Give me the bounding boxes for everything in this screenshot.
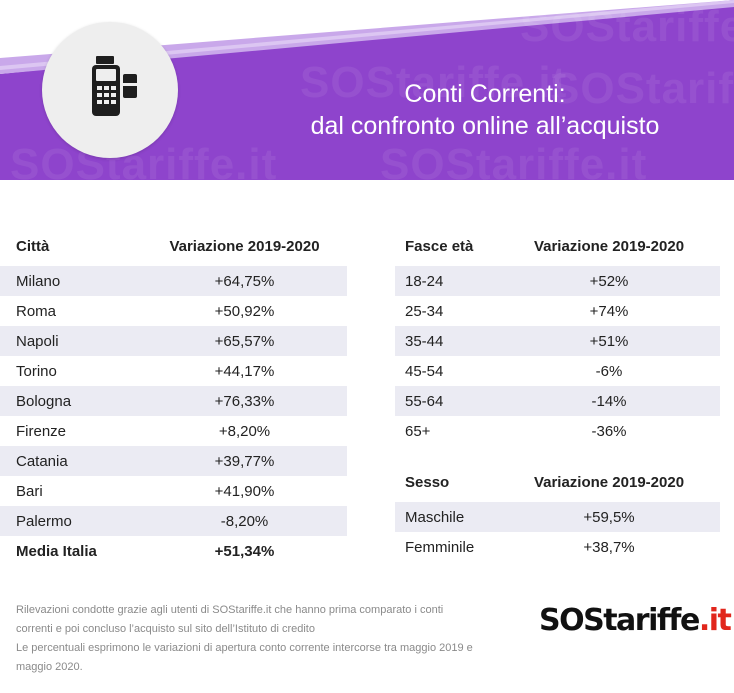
- row-label: Maschile: [405, 508, 465, 526]
- pos-terminal-icon: [92, 56, 137, 116]
- footnote-line: maggio 2020.: [16, 661, 83, 673]
- page-title: Conti Correnti: dal confronto online all…: [250, 78, 720, 142]
- table-header-sex: Sesso Variazione 2019-2020: [395, 462, 720, 502]
- column-header-variation: Variazione 2019-2020: [533, 473, 685, 491]
- row-value: -6%: [595, 362, 623, 380]
- row-value: +38,7%: [583, 538, 635, 556]
- row-label: Firenze: [16, 422, 67, 440]
- table-row: 45-54 -6%: [395, 356, 720, 386]
- watermark-text: SOStariffe.it: [550, 64, 734, 113]
- row-label: 35-44: [405, 332, 444, 350]
- table-row: Bologna +76,33%: [0, 386, 347, 416]
- row-label: Media Italia: [16, 542, 97, 560]
- table-row: 18-24 +52%: [395, 266, 720, 296]
- row-label: Palermo: [16, 512, 72, 530]
- table-row: Catania +39,77%: [0, 446, 347, 476]
- table-row: Firenze +8,20%: [0, 416, 347, 446]
- row-label: Bari: [16, 482, 43, 500]
- table-row: Palermo -8,20%: [0, 506, 347, 536]
- row-value: -8,20%: [220, 512, 269, 530]
- row-value: +59,5%: [583, 508, 635, 526]
- row-value: +74%: [589, 302, 629, 320]
- row-value: +50,92%: [214, 302, 275, 320]
- row-value: +51%: [589, 332, 629, 350]
- watermark-text: SOStariffe.it: [380, 140, 648, 180]
- column-header-city: Città: [16, 237, 50, 255]
- row-label: Catania: [16, 452, 68, 470]
- header-banner: SOStariffe.it SOStariffe.it SOStariffe.i…: [0, 0, 734, 180]
- table-row: 55-64 -14%: [395, 386, 720, 416]
- row-value: +41,90%: [214, 482, 275, 500]
- row-value: +51,34%: [214, 542, 275, 560]
- table-row: 35-44 +51%: [395, 326, 720, 356]
- table-row: Roma +50,92%: [0, 296, 347, 326]
- title-line-2: dal confronto online all’acquisto: [310, 112, 660, 140]
- column-header-sex: Sesso: [405, 473, 450, 491]
- table-row: Maschile +59,5%: [395, 502, 720, 532]
- row-label: 25-34: [405, 302, 444, 320]
- icon-badge: [42, 22, 178, 158]
- footnote: Rilevazioni condotte grazie agli utenti …: [16, 601, 526, 677]
- watermark-text: SOStariffe.it: [520, 2, 734, 51]
- table-header: Fasce età Variazione 2019-2020: [395, 226, 720, 266]
- header-background: [0, 0, 734, 180]
- footnote-line: correnti e poi concluso l’acquisto sul s…: [16, 623, 315, 635]
- table-header: Città Variazione 2019-2020: [0, 226, 347, 266]
- row-label: 65+: [405, 422, 431, 440]
- row-value: +76,33%: [214, 392, 275, 410]
- row-value: +64,75%: [214, 272, 275, 290]
- row-label: Milano: [16, 272, 61, 290]
- row-label: Napoli: [16, 332, 59, 350]
- table-row: 65+ -36%: [395, 416, 720, 446]
- row-value: +39,77%: [214, 452, 275, 470]
- table-row-average: Media Italia +51,34%: [0, 536, 347, 566]
- logo-brand: SOStariffe: [539, 602, 700, 638]
- row-value: +8,20%: [218, 422, 271, 440]
- title-line-1: Conti Correnti:: [404, 80, 566, 108]
- row-value: +52%: [589, 272, 629, 290]
- cities-table: Città Variazione 2019-2020 Milano +64,75%…: [0, 226, 347, 566]
- row-label: Roma: [16, 302, 57, 320]
- table-row: Bari +41,90%: [0, 476, 347, 506]
- row-label: 55-64: [405, 392, 444, 410]
- age-sex-tables: Fasce età Variazione 2019-2020 18-24 +52%…: [395, 226, 720, 562]
- row-value: +65,57%: [214, 332, 275, 350]
- row-label: Bologna: [16, 392, 72, 410]
- table-row: Torino +44,17%: [0, 356, 347, 386]
- row-label: 18-24: [405, 272, 444, 290]
- table-row: Femminile +38,7%: [395, 532, 720, 562]
- footnote-line: Le percentuali esprimono le variazioni d…: [16, 642, 473, 654]
- row-value: +44,17%: [214, 362, 275, 380]
- table-row: Milano +64,75%: [0, 266, 347, 296]
- footnote-line: Rilevazioni condotte grazie agli utenti …: [16, 604, 444, 616]
- table-row: Napoli +65,57%: [0, 326, 347, 356]
- logo-suffix: .it: [698, 602, 732, 638]
- row-label: Torino: [16, 362, 57, 380]
- row-label: Femminile: [405, 538, 475, 556]
- row-value: -14%: [591, 392, 627, 410]
- column-header-variation: Variazione 2019-2020: [533, 237, 685, 255]
- sostariffe-logo: SOStariffe .it: [539, 600, 732, 640]
- watermark-text: SOStariffe.it: [300, 58, 568, 107]
- table-row: 25-34 +74%: [395, 296, 720, 326]
- row-label: 45-54: [405, 362, 444, 380]
- row-value: -36%: [591, 422, 627, 440]
- column-header-variation: Variazione 2019-2020: [169, 237, 320, 255]
- column-header-age: Fasce età: [405, 237, 474, 255]
